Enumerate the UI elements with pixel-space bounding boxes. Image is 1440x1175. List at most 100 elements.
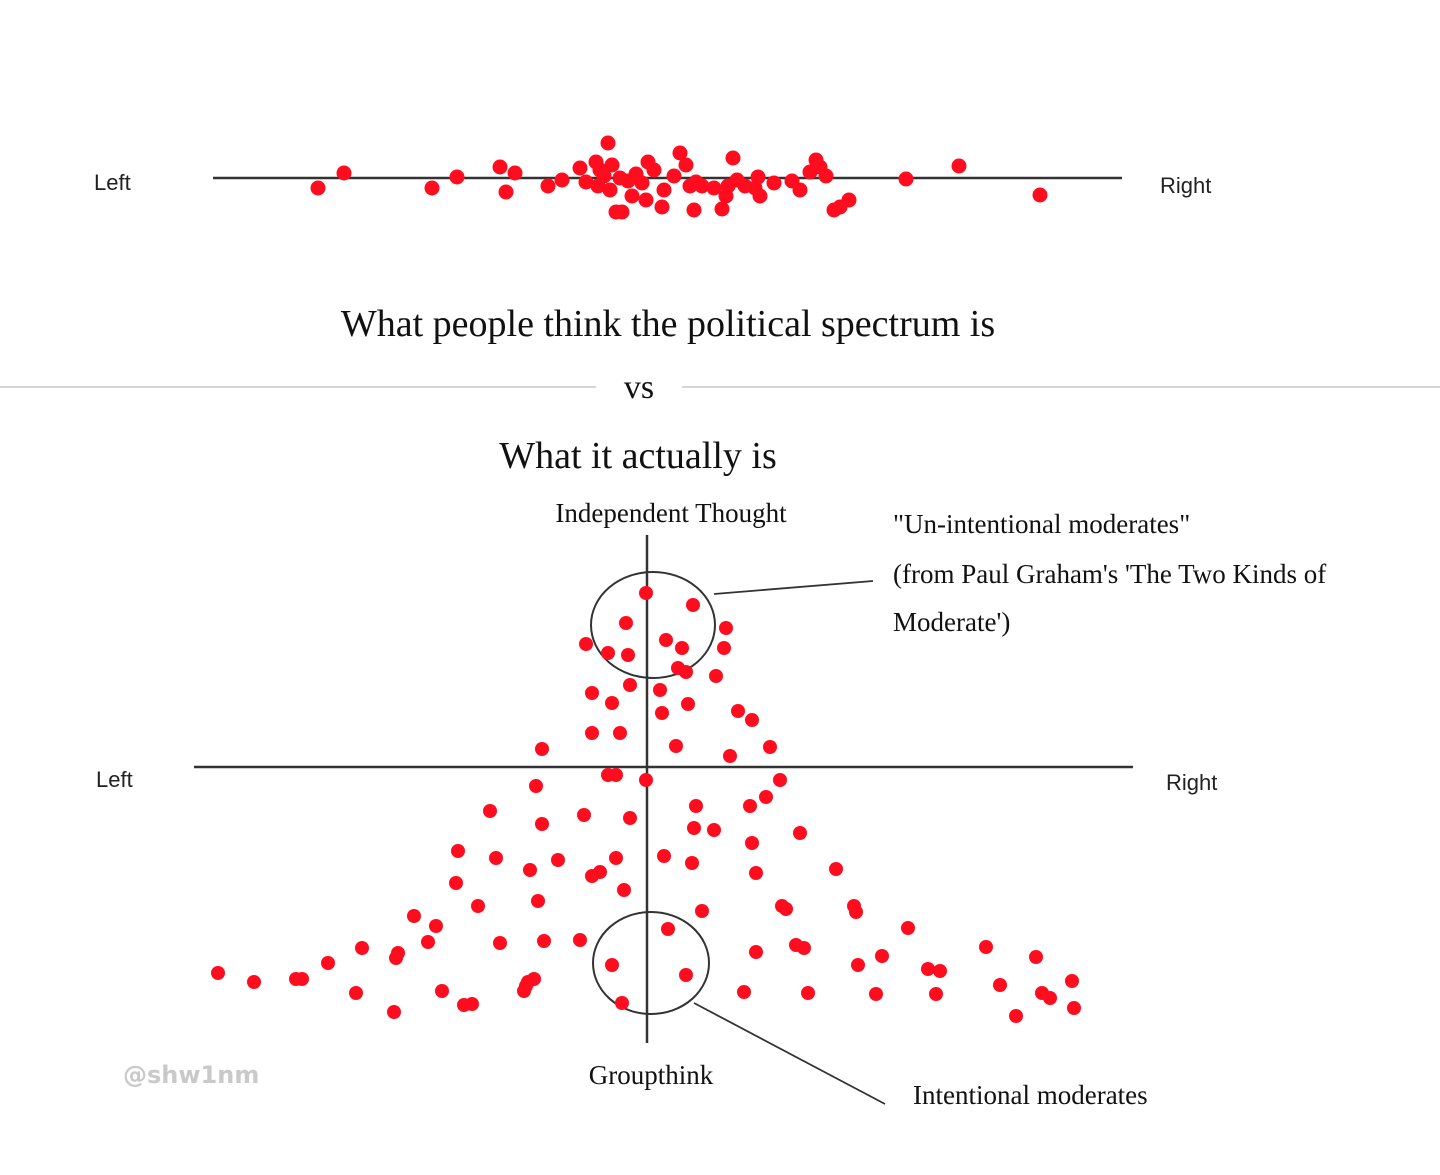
bottom-dot — [421, 935, 435, 949]
intentional-moderates-circle — [592, 911, 710, 1015]
top-dot — [841, 192, 857, 208]
top-dot — [634, 175, 650, 191]
bottom-dot — [577, 808, 591, 822]
top-dot — [604, 157, 620, 173]
bottom-dot — [435, 984, 449, 998]
top-dot — [449, 169, 465, 185]
bottom-dot — [655, 706, 669, 720]
bottom-dot — [653, 683, 667, 697]
intentional-moderates-label: Intentional moderates — [913, 1080, 1148, 1110]
bottom-dot — [407, 909, 421, 923]
bottom-dot — [639, 773, 653, 787]
top-dot — [818, 168, 834, 184]
bottom-dot — [613, 726, 627, 740]
top-dot — [792, 182, 808, 198]
top-dot — [672, 145, 688, 161]
bottom-dot — [929, 987, 943, 1001]
bottom-dot — [901, 921, 915, 935]
top-dot — [498, 184, 514, 200]
bottom-title: What it actually is — [499, 435, 777, 477]
bottom-dot — [593, 865, 607, 879]
bottom-dot — [661, 922, 675, 936]
bottom-dot — [749, 945, 763, 959]
bottom-dot — [1067, 1001, 1081, 1015]
bottom-dot — [695, 904, 709, 918]
bottom-dot — [619, 616, 633, 630]
annotation-top-line3: Moderate') — [893, 607, 1010, 637]
bottom-dot — [659, 633, 673, 647]
top-left-label: Left — [94, 170, 131, 195]
top-dot — [310, 180, 326, 196]
top-dot — [646, 162, 662, 178]
bottom-dot — [657, 849, 671, 863]
bottom-dot — [719, 621, 733, 635]
bottom-dot — [679, 968, 693, 982]
top-dot — [554, 172, 570, 188]
top-dot — [578, 174, 594, 190]
bottom-dot — [247, 975, 261, 989]
top-dot — [750, 169, 766, 185]
bottom-dot — [349, 986, 363, 1000]
top-dot — [540, 178, 556, 194]
bottom-dot — [829, 862, 843, 876]
bottom-dot — [605, 958, 619, 972]
intentional-pointer-line — [693, 1002, 886, 1105]
bottom-dot — [605, 696, 619, 710]
top-dot — [336, 165, 352, 181]
bottom-dot — [493, 936, 507, 950]
top-dot — [718, 188, 734, 204]
bottom-dot — [551, 853, 565, 867]
bottom-dot — [801, 986, 815, 1000]
top-dot — [614, 204, 630, 220]
bottom-dot — [979, 940, 993, 954]
bottom-dot — [465, 997, 479, 1011]
top-dot — [766, 175, 782, 191]
bottom-dot — [675, 641, 689, 655]
bottom-right-label: Right — [1166, 770, 1217, 795]
bottom-dot — [681, 697, 695, 711]
bottom-dot — [773, 773, 787, 787]
bottom-dot — [745, 836, 759, 850]
top-dot — [507, 165, 523, 181]
bottom-dot — [321, 956, 335, 970]
bottom-dot — [869, 987, 883, 1001]
vs-label: vs — [624, 369, 654, 406]
top-dot — [1032, 187, 1048, 203]
bottom-dot — [669, 739, 683, 753]
top-dot — [686, 202, 702, 218]
unintentional-moderates-circle — [590, 571, 716, 679]
bottom-dot — [1029, 950, 1043, 964]
top-dot — [492, 159, 508, 175]
bottom-dot — [585, 686, 599, 700]
bottom-dot — [211, 966, 225, 980]
bottom-dot — [535, 742, 549, 756]
bottom-dot — [489, 851, 503, 865]
top-dot — [600, 135, 616, 151]
bottom-left-label: Left — [96, 767, 133, 792]
top-dot — [666, 168, 682, 184]
bottom-spectrum-panel: What it actually is Independent Thought … — [96, 435, 1326, 1110]
bottom-dot — [1009, 1009, 1023, 1023]
bottom-dot — [1065, 974, 1079, 988]
bottom-dot — [759, 790, 773, 804]
bottom-dot — [429, 919, 443, 933]
bottom-dot — [687, 821, 701, 835]
bottom-dot — [933, 964, 947, 978]
annotation-top-line2: (from Paul Graham's 'The Two Kinds of — [893, 559, 1326, 589]
independent-thought-label: Independent Thought — [555, 498, 787, 528]
bottom-dot — [617, 883, 631, 897]
top-dot — [572, 160, 588, 176]
top-dot — [694, 178, 710, 194]
top-dot — [752, 188, 768, 204]
bottom-dot — [779, 902, 793, 916]
top-caption: What people think the political spectrum… — [341, 303, 995, 345]
bottom-dot — [449, 876, 463, 890]
bottom-dot — [797, 941, 811, 955]
bottom-dot — [295, 972, 309, 986]
groupthink-label: Groupthink — [589, 1060, 714, 1090]
bottom-dot — [471, 899, 485, 913]
top-dot — [602, 182, 618, 198]
top-spectrum-panel: Left Right What people think the politic… — [94, 135, 1211, 345]
bottom-dot — [1043, 991, 1057, 1005]
